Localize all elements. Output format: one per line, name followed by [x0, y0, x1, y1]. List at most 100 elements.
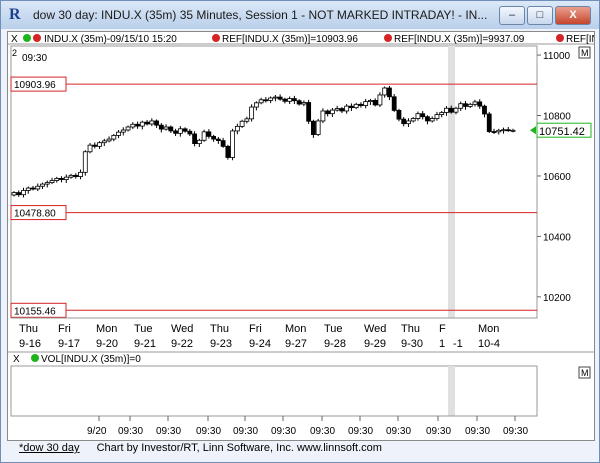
candle-body — [291, 98, 297, 102]
candle-body — [244, 118, 250, 122]
window-title: dow 30 day: INDU.X (35m) 35 Minutes, Ses… — [33, 8, 488, 22]
candle-body — [315, 120, 321, 135]
day-of-week-label: Mon — [478, 323, 499, 335]
time-tick-label: 09:30 — [503, 426, 528, 437]
candle-body — [230, 130, 236, 158]
time-tick-label: 09:30 — [156, 426, 181, 437]
time-tick-label: 09:30 — [348, 426, 373, 437]
chart-tab[interactable]: *dow 30 day — [19, 442, 80, 454]
candle-body — [111, 135, 117, 140]
vol-close-x[interactable]: X — [13, 354, 20, 365]
session-gap-shade — [448, 46, 455, 318]
y-tick-label: 10600 — [543, 172, 571, 183]
ref1-dot-icon — [212, 34, 220, 42]
reference-label: 10903.96 — [14, 80, 56, 91]
candle-body — [330, 109, 335, 115]
candle-body — [130, 123, 136, 128]
y-axis: 10200 10400 10600 10800 11000 — [537, 51, 571, 304]
pane-number: 2 — [12, 48, 17, 58]
time-tick-label: 9/20 — [87, 426, 107, 437]
reference-label-box — [10, 205, 67, 221]
legend-ref3-entry: REF[IN — [566, 34, 594, 45]
candle-body — [263, 99, 269, 102]
vol-m-button[interactable] — [578, 366, 591, 379]
candle-body — [253, 102, 259, 108]
candle-body — [396, 109, 402, 120]
time-tick-label: 09:30 — [233, 426, 258, 437]
day-date-label: 9-28 — [324, 338, 346, 350]
time-tick-label: 09:30 — [310, 426, 335, 437]
candle-body — [358, 103, 364, 106]
candle-body — [282, 98, 288, 102]
candle-body — [325, 110, 331, 115]
candle-body — [287, 98, 293, 102]
last-price-label: 10751.42 — [539, 126, 585, 138]
candle-body — [368, 100, 373, 103]
maximize-button[interactable]: □ — [527, 6, 553, 25]
candle-body — [44, 182, 50, 185]
reference-label-box — [10, 76, 67, 92]
close-button[interactable]: X — [555, 6, 591, 25]
price-m-button[interactable] — [578, 46, 591, 59]
candle-body — [35, 185, 41, 190]
ref2-dot-icon — [384, 34, 392, 42]
candle-body — [434, 114, 440, 119]
legend-close-x[interactable]: X — [11, 34, 18, 45]
candle-body — [68, 174, 74, 178]
day-date-label: 9-30 — [401, 338, 423, 350]
candle-body — [320, 110, 326, 122]
candle-body — [234, 125, 240, 132]
candle-body — [444, 107, 449, 113]
candle-body — [377, 94, 383, 106]
day-of-week-label: Fri — [58, 323, 71, 335]
candle-body — [125, 126, 131, 131]
chart-area[interactable]: X INDU.X (35m)-09/15/10 15:20 REF[INDU.X… — [7, 31, 599, 441]
candle-body — [463, 103, 468, 107]
day-of-week-label: Tue — [134, 323, 153, 335]
day-date-label: 9-27 — [285, 338, 307, 350]
candle-body — [439, 112, 445, 116]
candle-body — [215, 138, 221, 141]
candle-body — [344, 105, 350, 112]
legend-green-dot-icon[interactable] — [23, 34, 31, 42]
candle-body — [491, 131, 497, 133]
day-date-label: 9-16 — [19, 338, 41, 350]
day-of-week-label: Wed — [171, 323, 193, 335]
investor-rt-icon[interactable]: R — [9, 6, 21, 23]
vol-green-dot-icon[interactable] — [31, 354, 39, 362]
candle-body — [144, 121, 150, 125]
pane-time-label: 09:30 — [22, 53, 47, 64]
day-date-label: 1 — [439, 338, 445, 350]
candle-body — [116, 131, 121, 136]
candle-body — [59, 177, 64, 180]
candle-body — [391, 96, 397, 111]
day-of-week-label: Thu — [19, 323, 38, 335]
candle-body — [82, 151, 88, 173]
legend-ref1-entry: REF[INDU.X (35m)]=10903.96 — [222, 34, 358, 45]
candle-body — [192, 133, 197, 145]
candle-body — [277, 96, 283, 100]
reference-label: 10155.46 — [14, 306, 56, 317]
candle-body — [339, 108, 345, 112]
candle-body — [501, 129, 506, 132]
day-of-week-label: F — [439, 323, 446, 335]
candle-body — [301, 102, 307, 105]
minimize-button[interactable]: – — [499, 6, 525, 25]
vol-gap-shade — [448, 366, 455, 416]
title-bar[interactable]: R dow 30 day: INDU.X (35m) 35 Minutes, S… — [1, 1, 599, 29]
day-date-label: 9-21 — [134, 338, 156, 350]
legend-red-dot-icon[interactable] — [33, 34, 41, 42]
candle-body — [158, 124, 164, 130]
candle-body — [54, 177, 60, 181]
price-m-label: M — [581, 48, 589, 58]
candle-body — [363, 101, 369, 106]
price-chart: X INDU.X (35m)-09/15/10 15:20 REF[INDU.X… — [8, 34, 599, 437]
candle-body — [268, 97, 274, 101]
candle-body — [211, 135, 217, 140]
candle-body — [139, 121, 145, 127]
candle-body — [334, 108, 340, 111]
candle-body — [63, 176, 69, 180]
time-axis-labels: 9/20 09:30 09:30 09:30 09:30 09:30 09:30 09:30 0… — [87, 416, 528, 437]
candles — [11, 85, 516, 198]
candle-body — [296, 100, 302, 105]
